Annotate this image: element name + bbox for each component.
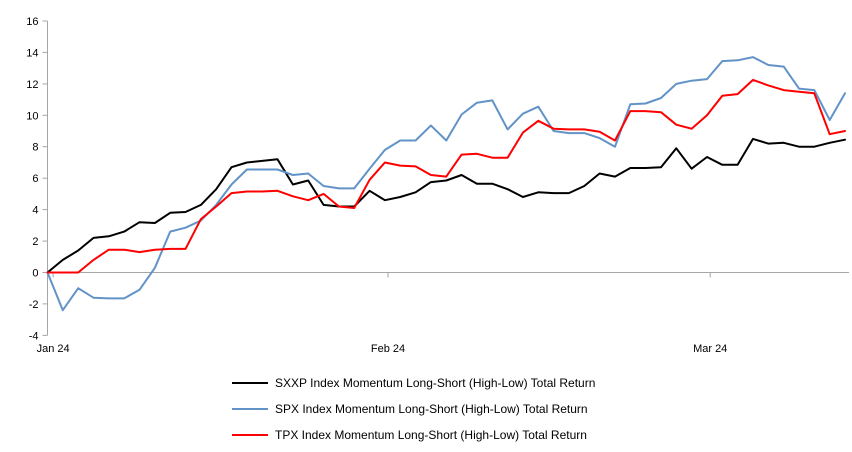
y-axis-label: 14 [26,47,38,59]
chart-legend: SXXP Index Momentum Long-Short (High-Low… [232,370,595,448]
legend-label-spx: SPX Index Momentum Long-Short (High-Low)… [275,402,588,416]
legend-line-tpx [232,433,268,437]
y-axis-label: 0 [32,268,38,280]
y-axis-label: 2 [32,236,38,248]
x-axis-label: Feb 24 [371,343,405,355]
legend-item-spx: SPX Index Momentum Long-Short (High-Low)… [232,396,595,422]
y-axis-label: -4 [29,330,39,342]
x-axis-label: Jan 24 [37,343,70,355]
y-axis-label: 16 [26,16,38,28]
legend-line-sxxp [232,381,268,385]
y-axis-label: 10 [26,110,38,122]
y-axis-label: 8 [32,142,38,154]
legend-label-tpx: TPX Index Momentum Long-Short (High-Low)… [275,428,587,442]
y-axis-label: 6 [32,173,38,185]
x-axis-label: Mar 24 [693,343,727,355]
y-axis-label: 12 [26,79,38,91]
series-line-sxxp [46,137,846,274]
legend-item-sxxp: SXXP Index Momentum Long-Short (High-Low… [232,370,595,396]
y-axis-label: 4 [32,205,38,217]
y-axis-label: -2 [29,299,39,311]
legend-label-sxxp: SXXP Index Momentum Long-Short (High-Low… [275,376,596,390]
series-line-tpx [46,78,846,274]
legend-line-spx [232,407,268,411]
series-line-spx [46,56,846,312]
legend-item-tpx: TPX Index Momentum Long-Short (High-Low)… [232,422,595,448]
